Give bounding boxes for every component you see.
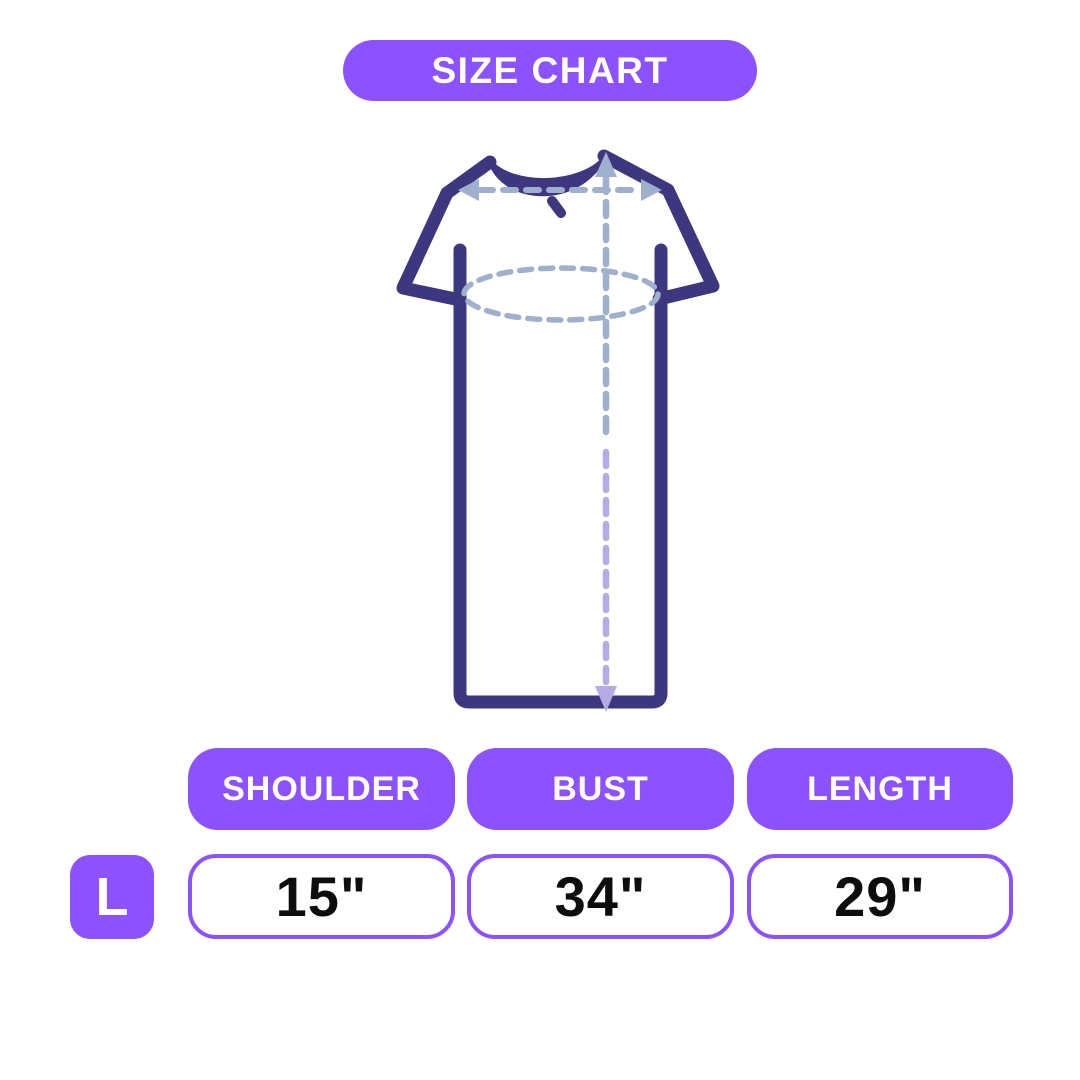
- bust-girth-ellipse: [461, 265, 661, 323]
- column-header-bust-label: BUST: [552, 769, 649, 808]
- column-header-length-label: LENGTH: [807, 769, 953, 808]
- value-cell-bust-text: 34": [554, 865, 647, 928]
- value-cell-length-text: 29": [834, 865, 926, 928]
- title-badge: SIZE CHART: [343, 40, 757, 101]
- value-cell-shoulder-text: 15": [275, 865, 368, 928]
- column-header-length: LENGTH: [747, 748, 1013, 830]
- length-arrow: [595, 152, 617, 712]
- value-cell-bust: 34": [467, 854, 734, 939]
- arrowhead-left-icon: [458, 179, 479, 201]
- column-header-shoulder: SHOULDER: [188, 748, 455, 830]
- column-header-shoulder-label: SHOULDER: [222, 769, 421, 808]
- size-badge-label: L: [95, 867, 129, 927]
- arrowhead-up-icon: [595, 152, 617, 177]
- dress-outline: [396, 149, 720, 709]
- arrowhead-right-icon: [641, 179, 662, 201]
- value-cell-shoulder: 15": [188, 854, 455, 939]
- size-badge: L: [70, 855, 154, 939]
- shoulder-width-arrow: [458, 179, 662, 201]
- title-text: SIZE CHART: [431, 49, 669, 91]
- arrowhead-down-icon: [595, 686, 617, 712]
- value-cell-length: 29": [747, 854, 1013, 939]
- column-header-bust: BUST: [467, 748, 734, 830]
